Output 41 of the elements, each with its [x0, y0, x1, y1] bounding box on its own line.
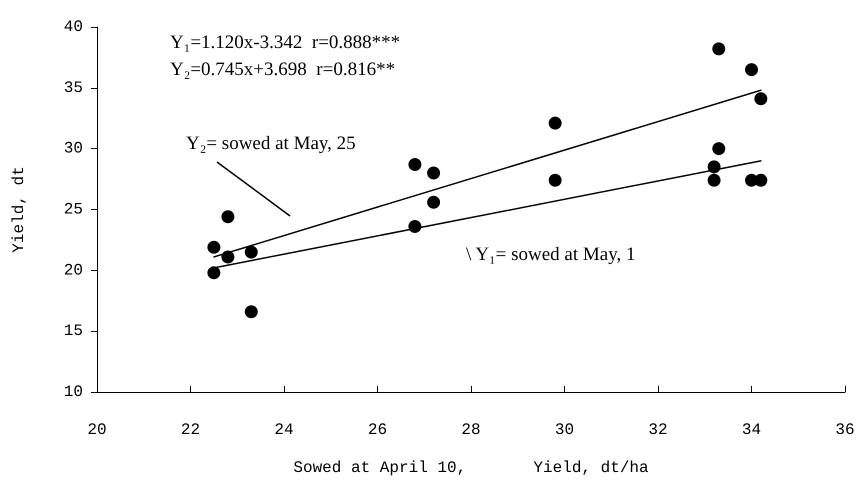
- point: [408, 158, 422, 171]
- x-axis-title: Sowed at April 10, Yield, dt/ha: [293, 459, 650, 477]
- x-tick-label: 36: [835, 421, 855, 439]
- point: [712, 142, 726, 156]
- point: [548, 174, 562, 187]
- y-tick-label: 20: [64, 261, 83, 280]
- point: [754, 174, 768, 187]
- x-tick-label: 26: [368, 421, 388, 439]
- y-axis-title: Yield, dt: [10, 166, 28, 253]
- point: [754, 92, 768, 106]
- x-tick-label: 30: [554, 421, 574, 439]
- point: [708, 160, 721, 174]
- annotation: \ Y₁= sowed at May, 1: [466, 244, 636, 265]
- point: [745, 63, 758, 76]
- point: [408, 220, 422, 234]
- y-tick-label: 10: [64, 383, 83, 401]
- point: [712, 42, 726, 56]
- x-tick-label: 20: [87, 421, 107, 439]
- point: [427, 166, 440, 180]
- point: [708, 174, 721, 187]
- point: [207, 266, 220, 280]
- point: [548, 116, 562, 130]
- point: [221, 250, 234, 264]
- point: [207, 240, 220, 254]
- y-tick-label: 35: [64, 78, 83, 97]
- y-tick-label: 40: [64, 18, 83, 36]
- point: [244, 305, 258, 318]
- x-tick-label: 32: [648, 421, 668, 439]
- annotation: Y₁=1.120x-3.342 r=0.888***: [170, 32, 400, 53]
- x-tick-label: 24: [274, 421, 294, 439]
- point: [221, 210, 234, 224]
- point: [244, 246, 258, 259]
- y-tick-label: 15: [64, 322, 83, 340]
- x-tick-label: 34: [742, 421, 762, 439]
- annotation: Y₂= sowed at May, 25: [186, 133, 356, 154]
- point: [427, 196, 440, 209]
- x-tick-label: 22: [180, 421, 200, 439]
- y-tick-label: 25: [64, 200, 83, 218]
- y-tick-label: 30: [64, 140, 83, 158]
- annotation: Y₂=0.745x+3.698 r=0.816**: [170, 59, 396, 80]
- x-tick-label: 28: [461, 421, 481, 439]
